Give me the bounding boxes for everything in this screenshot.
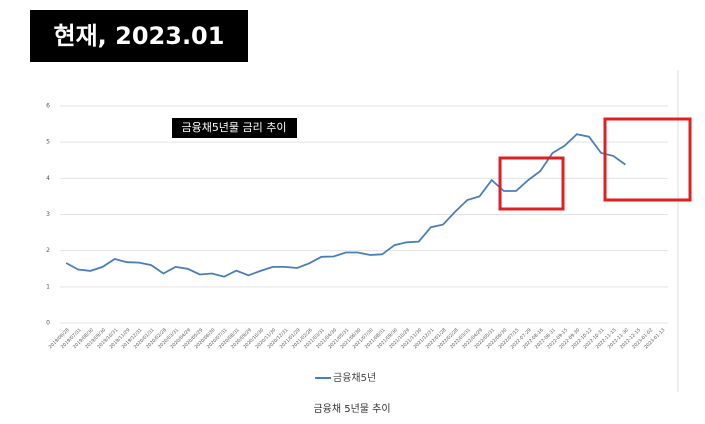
y-tick-label: 3 [46, 211, 50, 218]
y-tick-label: 5 [46, 139, 50, 146]
chart-title-box [172, 118, 297, 138]
title-banner [30, 10, 248, 62]
caption: 금융채 5년물 추이 [313, 403, 390, 415]
highlight-box [498, 156, 565, 211]
y-tick-label: 4 [46, 175, 50, 182]
page-title: 현재, 2023.01 [54, 22, 225, 50]
highlight-box [603, 117, 692, 202]
y-tick-label: 1 [46, 283, 50, 290]
legend-label: 금융채5년 [333, 372, 376, 384]
data-line [65, 133, 626, 278]
y-tick-label: 2 [46, 247, 50, 254]
y-tick-label: 0 [46, 320, 50, 327]
chart-title: 금융채5년물 금리 추이 [181, 121, 286, 134]
y-tick-label: 6 [46, 103, 50, 110]
